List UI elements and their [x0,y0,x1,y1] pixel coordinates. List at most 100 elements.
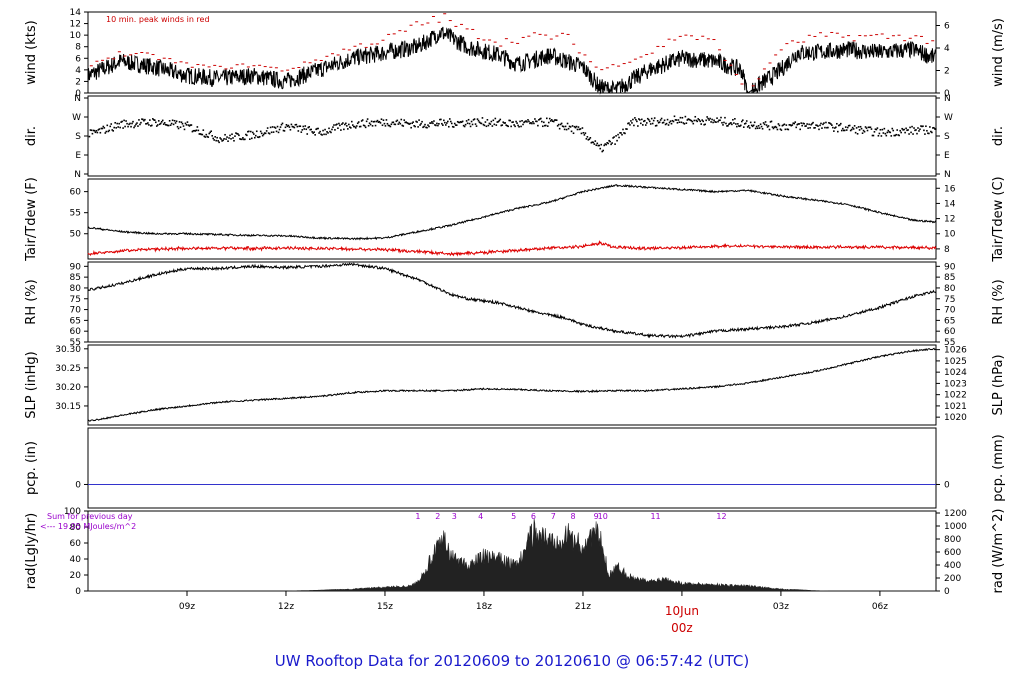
dir-point [649,123,652,125]
dir-point [385,119,388,121]
dir-point [904,131,906,134]
dir-point [868,126,871,129]
dir-point [516,122,518,124]
dir-point [738,125,740,127]
ytick-label-left-rad: 0 [75,587,81,597]
dir-point [853,125,856,127]
dir-point [401,124,404,127]
dir-point [315,128,317,131]
dir-point [918,130,920,132]
dir-point [666,118,669,121]
dir-point [373,120,376,123]
dir-point [330,131,332,134]
dir-point [402,125,405,127]
dir-point [240,138,242,141]
dir-point [836,122,838,125]
dir-point [651,122,654,125]
ytick-label-right-wind: 4 [944,44,950,54]
dir-point [328,127,330,130]
dir-point [643,119,646,122]
dir-point [281,122,284,125]
dir-point [203,135,206,138]
dir-point [746,126,749,128]
dir-point [611,142,613,144]
dir-point [216,136,218,139]
ytick-label-left-wind: 4 [75,66,81,76]
dir-point [461,120,464,123]
dir-point [138,119,140,121]
dir-point [170,122,173,125]
dir-point [876,127,879,129]
dir-point [781,124,784,127]
dir-point [850,128,853,131]
hour-mark: 11 [650,512,660,521]
dir-point [877,134,880,137]
dir-point [271,126,274,128]
dir-point [210,130,213,133]
dir-point [501,124,504,126]
dir-point [566,122,569,125]
dir-point [389,125,392,128]
ylabel-left-pcp: pcp. (in) [24,441,39,495]
dir-point [683,123,686,125]
dir-point [931,131,933,134]
dir-point [113,126,116,129]
dir-point [713,119,715,122]
dir-point [932,127,934,129]
ytick-label-left-wind: 2 [75,77,81,87]
dir-point [509,119,511,122]
dir-point [470,120,473,123]
dir-point [573,125,576,128]
dir-point [807,127,809,129]
dir-point [587,139,590,141]
ytick-label-left-rh: 65 [70,316,81,326]
ytick-label-right-dir: N [944,170,951,180]
dir-point [518,125,520,128]
dir-point [446,120,449,123]
dir-point [409,122,411,125]
dir-point [257,136,260,139]
dir-point [102,125,105,128]
dir-point [776,128,779,131]
dir-point [732,118,734,121]
dir-point [308,126,311,128]
dir-point [341,123,343,125]
dir-point [89,129,92,131]
dir-point [172,123,175,126]
dir-point [540,117,542,120]
dir-point [864,126,867,128]
dir-point [629,124,631,126]
dir-point [147,122,149,124]
ytick-label-right-rad: 0 [944,587,950,597]
dir-point [189,124,192,126]
dir-point [618,136,620,139]
dir-point [451,125,454,128]
dir-point [821,127,823,129]
dir-point [702,120,704,123]
dir-point [797,123,800,125]
dir-point [679,116,682,119]
ytick-label-left-slp: 30.30 [55,345,81,355]
dir-point [444,121,446,124]
ytick-label-left-temp: 50 [70,230,82,240]
dir-point [893,134,896,137]
dir-point [857,126,860,128]
dir-point [854,131,857,134]
dir-point [759,123,762,126]
dir-point [154,121,157,124]
dir-point [393,123,396,126]
ytick-label-left-slp: 30.15 [55,402,81,412]
dir-point [293,126,296,129]
dir-point [716,117,718,119]
dir-point [122,127,124,129]
dir-point [559,123,562,126]
dir-point [924,133,926,135]
dir-point [485,125,488,128]
dir-point [453,122,456,125]
dir-point [496,121,499,123]
dir-point [384,125,387,127]
dir-point [883,127,886,130]
dir-point [688,118,691,121]
dir-point [169,124,172,126]
